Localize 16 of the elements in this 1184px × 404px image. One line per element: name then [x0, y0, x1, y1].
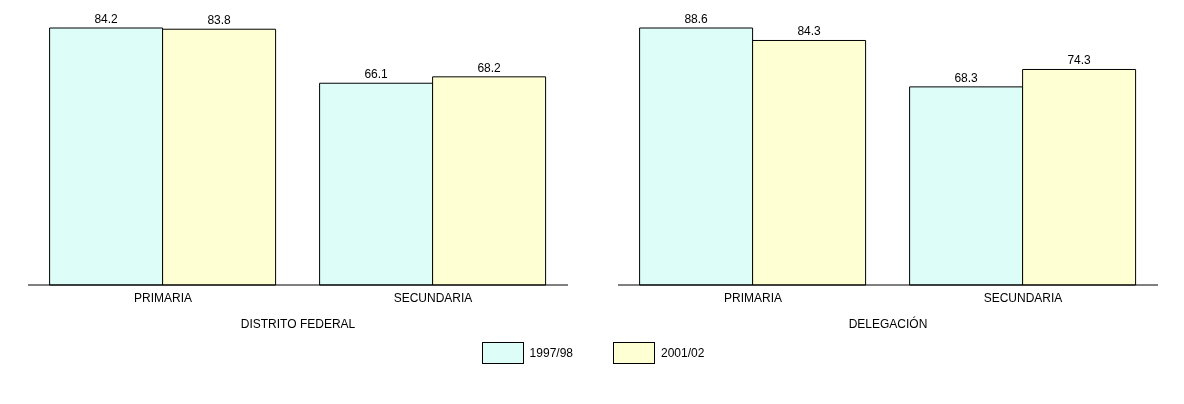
- legend-label: 1997/98: [529, 346, 573, 360]
- data-label: 84.3: [797, 24, 822, 39]
- data-label: 88.6: [684, 12, 709, 26]
- x-axis-title: DISTRITO FEDERAL: [240, 317, 356, 331]
- x-tick-label: PRIMARIA: [133, 290, 193, 305]
- data-label: 68.3: [954, 70, 979, 85]
- data-label: 68.2: [477, 60, 502, 75]
- data-label: 84.2: [94, 12, 119, 26]
- x-tick-label: PRIMARIA: [723, 290, 783, 305]
- data-label: 74.3: [1067, 53, 1092, 68]
- x-axis-title: DELEGACIÓN: [848, 316, 928, 331]
- data-label: 66.1: [364, 67, 389, 82]
- x-tick-label: SECUNDARIA: [393, 290, 473, 305]
- legend-label: 2001/02: [661, 346, 705, 360]
- data-label: 83.8: [207, 13, 232, 28]
- x-tick-label: SECUNDARIA: [983, 290, 1063, 305]
